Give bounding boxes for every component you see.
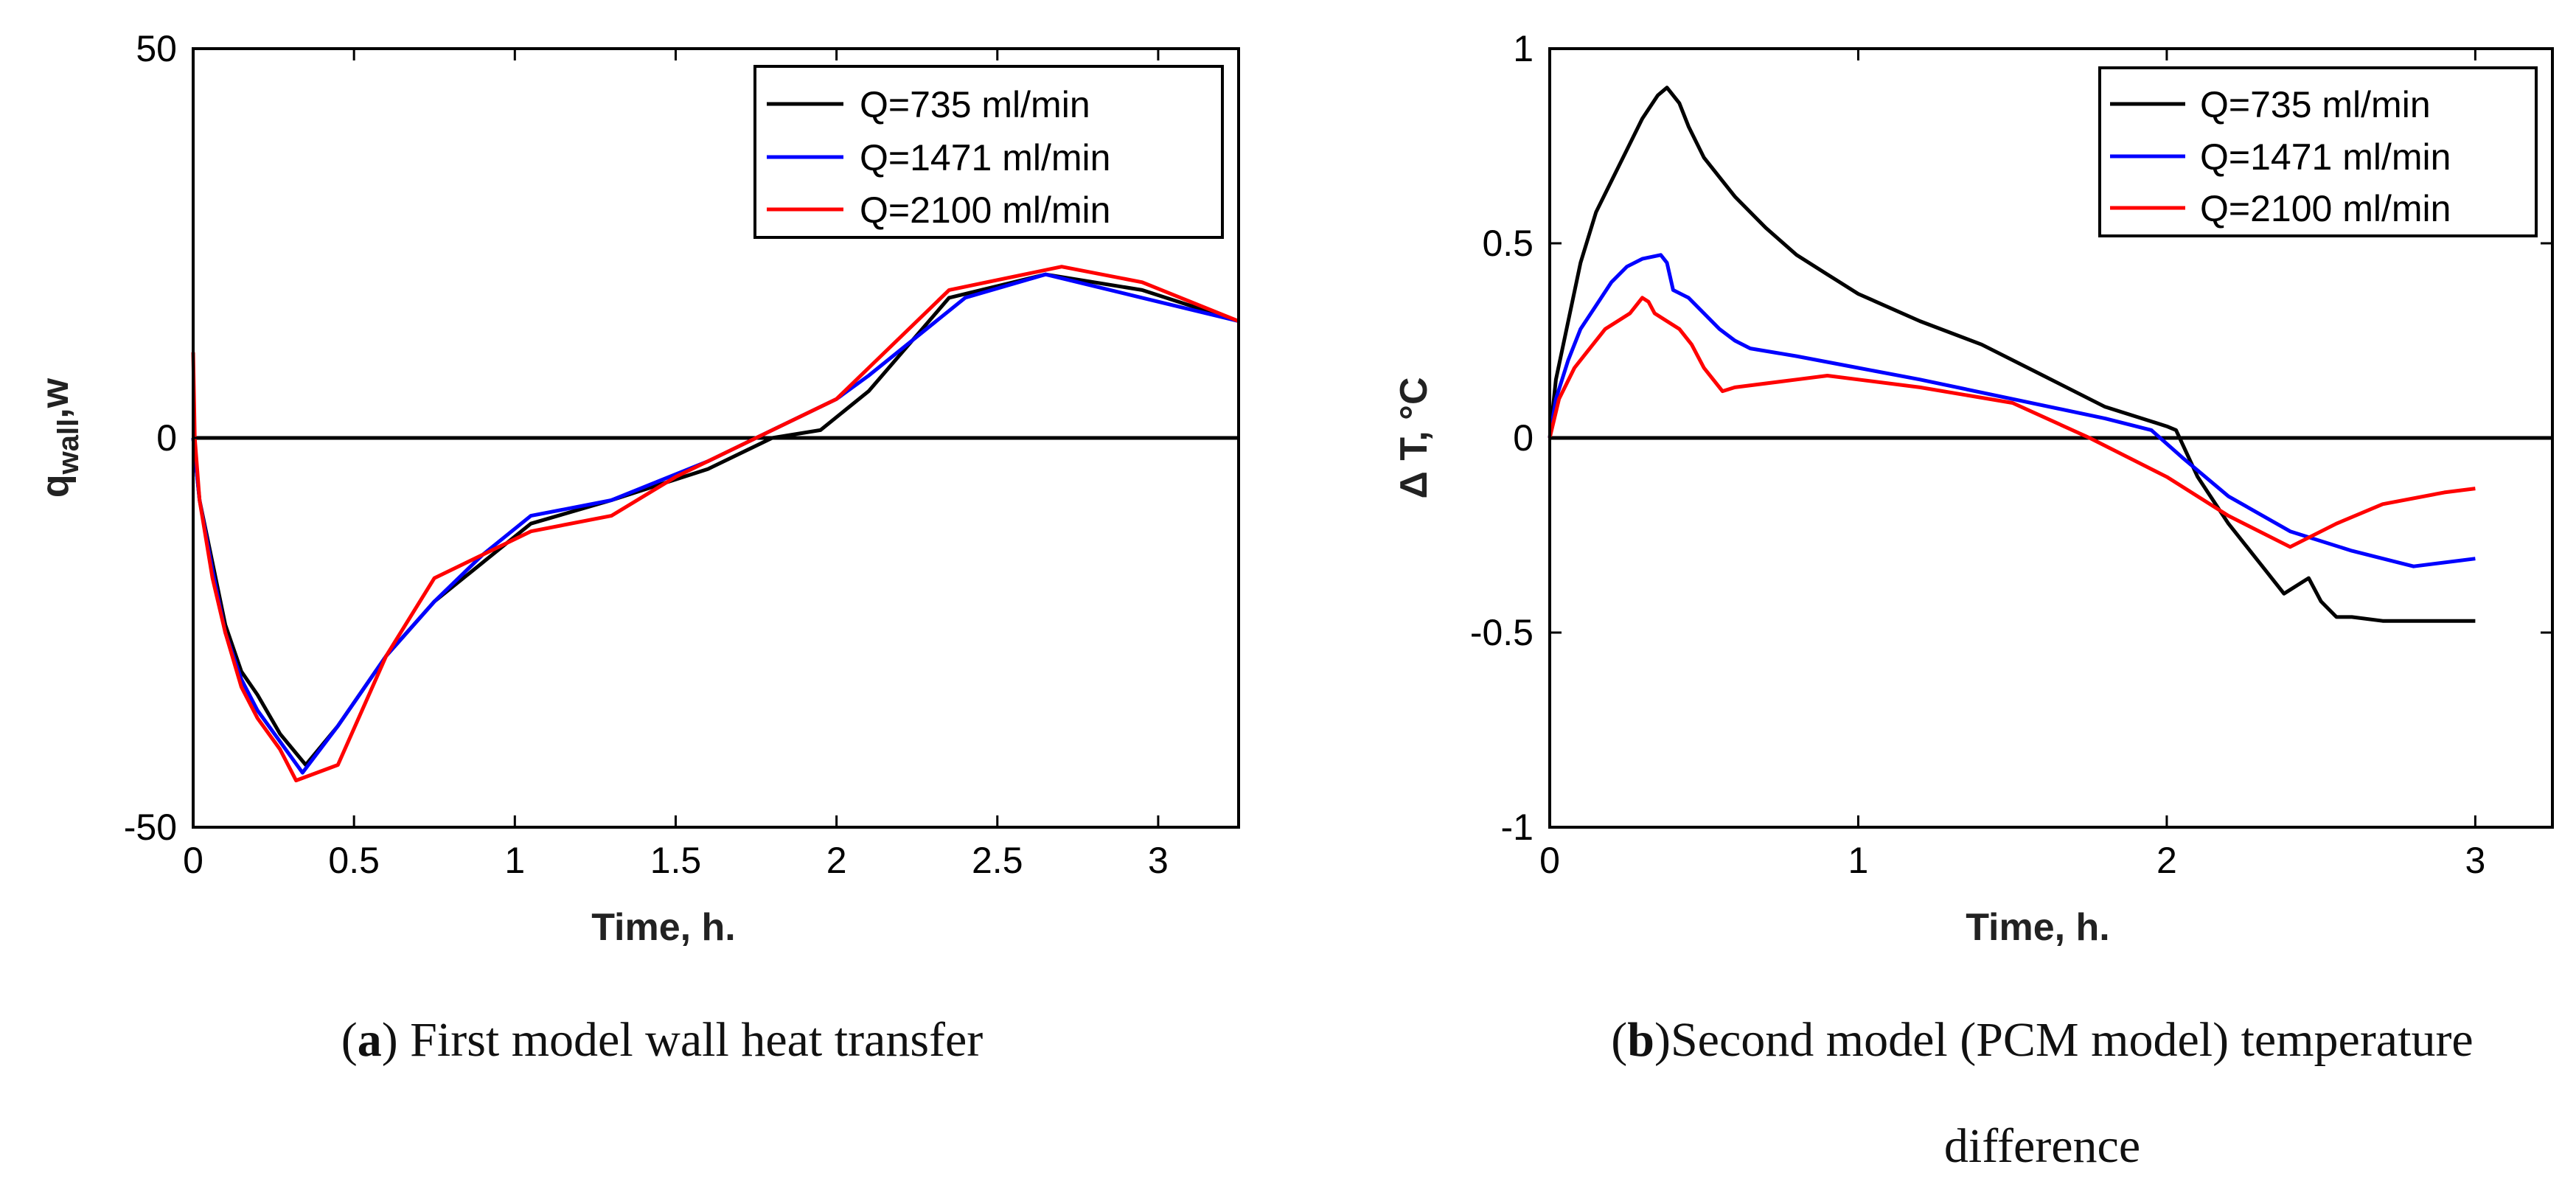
chart-a-ylabel: qwall,w <box>34 377 85 498</box>
chart-b-ytick-label: 0.5 <box>1482 223 1534 264</box>
chart-a-series-line-2 <box>191 265 1239 783</box>
chart-a-caption-letter: a <box>358 1013 382 1067</box>
chart-a-ylabel-sub: wall <box>52 419 85 476</box>
chart-a-caption-text: First model wall heat transfer <box>410 1013 983 1067</box>
chart-b-xtick-label: 3 <box>2465 840 2485 881</box>
chart-a-ylabel-main: q <box>34 474 77 498</box>
chart-b-ylabel: Δ T, °C <box>1393 377 1435 498</box>
chart-b-caption: (b)Second model (PCM model) temperature <box>1611 1013 2473 1067</box>
chart-b-series-line-0 <box>1548 86 2476 623</box>
chart-b-ytick-label: -0.5 <box>1470 612 1534 653</box>
chart-b: 0 1 2 3 -1 -0.5 0 0.5 1 Time, h. Δ T, °C Q=735 m… <box>1393 28 2554 1173</box>
chart-b-series-group <box>1548 86 2476 623</box>
chart-b-ytick-label: -1 <box>1501 807 1534 848</box>
chart-a-ytick-label: -50 <box>124 807 177 848</box>
chart-b-legend-label-0: Q=735 ml/min <box>2200 84 2431 125</box>
chart-b-ticks: 0 1 2 3 -1 -0.5 0 0.5 1 <box>1470 28 2552 881</box>
chart-a-legend-label-0: Q=735 ml/min <box>860 84 1090 125</box>
chart-b-legend-label-2: Q=2100 ml/min <box>2200 188 2451 229</box>
chart-a-ytick-label: 0 <box>156 417 177 459</box>
chart-b-caption-line1: Second model (PCM model) temperature <box>1671 1013 2474 1067</box>
chart-b-series-line-1 <box>1548 253 2476 568</box>
chart-b-xtick-label: 1 <box>1848 840 1869 881</box>
chart-b-ytick-label: 0 <box>1513 417 1534 459</box>
chart-b-series-line-2 <box>1548 296 2476 549</box>
chart-b-caption-line2: difference <box>1944 1119 2140 1173</box>
chart-a-legend: Q=735 ml/min Q=1471 ml/min Q=2100 ml/min <box>753 65 1224 239</box>
chart-a-caption: (a) First model wall heat transfer <box>341 1013 984 1067</box>
chart-a-xtick-label: 1.5 <box>650 840 702 881</box>
chart-b-xlabel: Time, h. <box>1966 906 2110 949</box>
chart-a-legend-label-1: Q=1471 ml/min <box>860 137 1110 178</box>
chart-a-xtick-label: 1 <box>504 840 525 881</box>
chart-b-legend: Q=735 ml/min Q=1471 ml/min Q=2100 ml/min <box>2098 66 2538 237</box>
chart-b-xtick-label: 0 <box>1539 840 1560 881</box>
chart-a-xtick-label: 3 <box>1148 840 1169 881</box>
chart-b-xtick-label: 2 <box>2156 840 2177 881</box>
chart-a-xtick-label: 0 <box>183 840 203 881</box>
chart-a-ylabel-tail: ,w <box>34 377 77 418</box>
chart-b-legend-label-1: Q=1471 ml/min <box>2200 136 2451 178</box>
chart-a-legend-label-2: Q=2100 ml/min <box>860 189 1110 231</box>
chart-b-caption-letter: b <box>1627 1013 1654 1067</box>
chart-a-xtick-label: 2 <box>826 840 847 881</box>
chart-a-xtick-label: 2.5 <box>972 840 1023 881</box>
chart-a-series-group <box>191 265 1239 783</box>
chart-b-ytick-label: 1 <box>1513 28 1534 69</box>
chart-a-ytick-label: 50 <box>136 28 177 69</box>
chart-a-xtick-label: 0.5 <box>328 840 380 881</box>
chart-a-xlabel: Time, h. <box>591 906 736 949</box>
